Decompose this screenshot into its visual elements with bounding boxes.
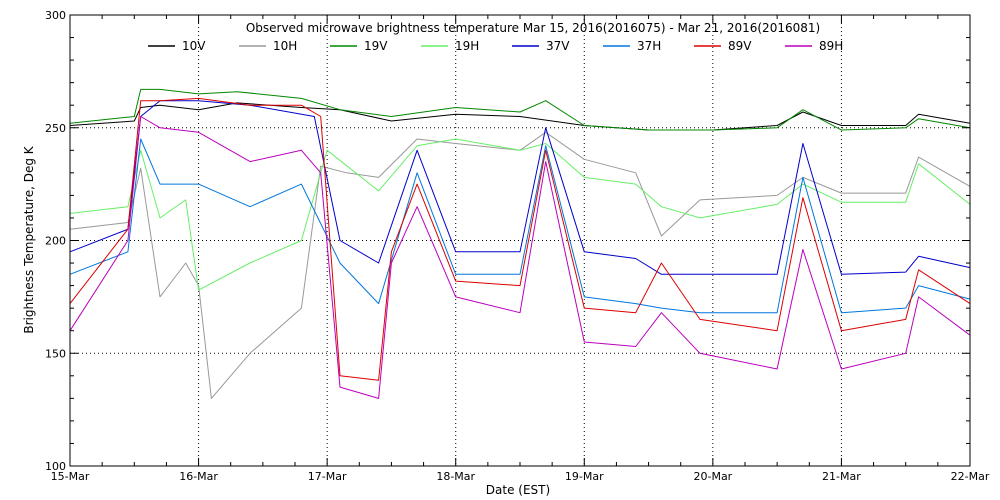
x-tick-label: 18-Mar (436, 470, 475, 483)
plot-background (70, 15, 970, 466)
legend-label-37h: 37H (637, 39, 661, 53)
y-tick-label: 300 (45, 9, 66, 22)
legend-label-37v: 37V (546, 39, 570, 53)
axis-ticks (69, 14, 971, 467)
y-tick-label: 150 (45, 347, 66, 360)
legend-label-19h: 19H (455, 39, 479, 53)
x-tick-label: 17-Mar (308, 470, 347, 483)
legend-label-19v: 19V (364, 39, 388, 53)
legend-label-89h: 89H (819, 39, 843, 53)
x-tick-label: 16-Mar (179, 470, 218, 483)
y-tick-label: 250 (45, 122, 66, 135)
series-lines (69, 88, 971, 399)
x-tick-label: 22-Mar (951, 470, 990, 483)
x-tick-label: 20-Mar (693, 470, 732, 483)
series-line-89v (69, 97, 971, 381)
legend-label-10h: 10H (273, 39, 297, 53)
series-line-19h (69, 138, 971, 291)
series-line-89h (69, 116, 971, 399)
y-tick-label: 200 (45, 235, 66, 248)
x-tick-label: 19-Mar (565, 470, 604, 483)
legend: 10V 10H 19V 19H 37V 37H 89V 89H (148, 39, 843, 53)
chart-title: Observed microwave brightness temperatur… (246, 21, 820, 35)
legend-label-89v: 89V (728, 39, 752, 53)
series-line-19v (69, 88, 971, 131)
series-line-37v (69, 100, 971, 275)
x-tick-label: 21-Mar (822, 470, 861, 483)
y-axis-title: Brightness Temperature, Deg K (22, 145, 36, 333)
legend-label-10v: 10V (182, 39, 206, 53)
series-line-37h (69, 138, 971, 314)
series-line-10v (69, 102, 971, 131)
x-tick-label: 15-Mar (51, 470, 90, 483)
y-axis-tick-labels: 100 150 200 250 300 (45, 9, 66, 473)
y-tick-label: 100 (45, 460, 66, 473)
x-axis-title: Date (EST) (486, 483, 550, 497)
series-line-10h (69, 131, 971, 399)
x-axis-tick-labels: 15-Mar 16-Mar 17-Mar 18-Mar 19-Mar 20-Mar 21-M… (51, 470, 990, 483)
